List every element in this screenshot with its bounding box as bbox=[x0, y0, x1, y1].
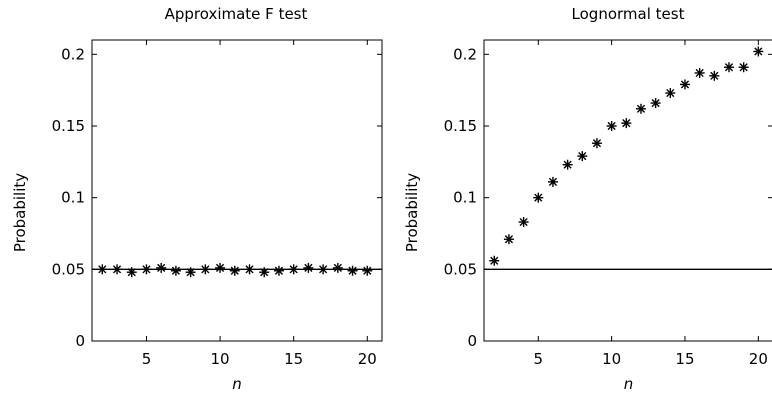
data-point bbox=[170, 265, 181, 276]
data-point bbox=[665, 88, 676, 99]
x-axis-label: n bbox=[232, 375, 242, 393]
chart-title: Approximate F test bbox=[165, 5, 308, 23]
data-point bbox=[723, 62, 734, 73]
data-point bbox=[200, 264, 211, 275]
y-tick-label: 0.15 bbox=[52, 117, 85, 135]
data-point bbox=[533, 192, 544, 203]
y-tick-label: 0.05 bbox=[444, 260, 477, 278]
x-axis-label: n bbox=[624, 375, 634, 393]
y-axis-label: Probability bbox=[403, 173, 421, 252]
data-point bbox=[318, 264, 329, 275]
data-point bbox=[332, 262, 343, 273]
x-tick-label: 20 bbox=[358, 350, 377, 368]
data-point bbox=[185, 267, 196, 278]
x-tick-label: 20 bbox=[749, 350, 768, 368]
data-point bbox=[97, 264, 108, 275]
data-point bbox=[650, 98, 661, 109]
x-tick-label: 15 bbox=[675, 350, 694, 368]
data-point bbox=[244, 264, 255, 275]
data-point bbox=[518, 217, 529, 228]
plot-frame bbox=[483, 39, 772, 342]
data-point bbox=[694, 67, 705, 78]
data-point bbox=[635, 103, 646, 114]
data-point bbox=[547, 176, 558, 187]
data-point bbox=[273, 265, 284, 276]
data-point bbox=[112, 264, 123, 275]
chart-panel-1: Approximate F test 0 0.05 0.1 0.15 0.2 5 10 15 20… bbox=[11, 5, 383, 393]
y-tick-label: 0.05 bbox=[52, 260, 85, 278]
y-tick-label: 0 bbox=[75, 332, 85, 350]
y-tick-label: 0.1 bbox=[61, 189, 85, 207]
x-tick-label: 15 bbox=[284, 350, 303, 368]
y-tick-label: 0.2 bbox=[453, 45, 477, 63]
data-point bbox=[141, 264, 152, 275]
data-point bbox=[709, 70, 720, 81]
data-point bbox=[753, 46, 764, 57]
data-point bbox=[621, 118, 632, 129]
data-point bbox=[362, 265, 373, 276]
data-point bbox=[503, 234, 514, 245]
data-point bbox=[591, 138, 602, 149]
data-point bbox=[215, 262, 226, 273]
data-point bbox=[229, 265, 240, 276]
y-tick-label: 0.15 bbox=[444, 117, 477, 135]
chart-panel-2: Lognormal test 0 0.05 0.1 0.15 0.2 5 10 15 20 n Pro… bbox=[403, 5, 772, 393]
data-point bbox=[259, 267, 270, 278]
x-tick-label: 10 bbox=[211, 350, 230, 368]
data-point bbox=[738, 62, 749, 73]
y-tick-label: 0.1 bbox=[453, 189, 477, 207]
plot-frame bbox=[91, 39, 383, 342]
y-tick-label: 0 bbox=[467, 332, 477, 350]
data-point bbox=[156, 262, 167, 273]
data-point bbox=[679, 79, 690, 90]
x-tick-label: 5 bbox=[534, 350, 544, 368]
data-point bbox=[126, 267, 137, 278]
data-point bbox=[606, 121, 617, 131]
data-point bbox=[577, 151, 588, 162]
y-axis-label: Probability bbox=[11, 173, 29, 252]
data-point bbox=[288, 264, 299, 275]
data-point bbox=[303, 262, 314, 273]
chart-title: Lognormal test bbox=[572, 5, 685, 23]
x-tick-label: 5 bbox=[142, 350, 152, 368]
y-tick-label: 0.2 bbox=[61, 45, 85, 63]
x-tick-label: 10 bbox=[602, 350, 621, 368]
data-point bbox=[562, 159, 573, 170]
data-point bbox=[489, 255, 500, 266]
data-point bbox=[347, 265, 358, 276]
